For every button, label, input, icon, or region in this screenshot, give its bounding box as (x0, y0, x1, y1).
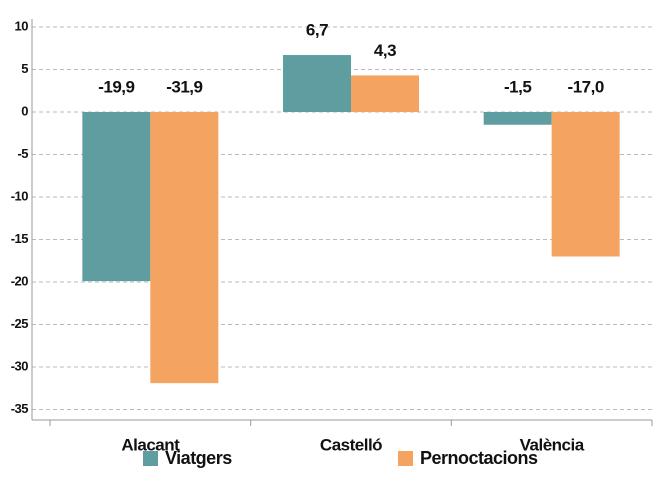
bar (551, 112, 620, 257)
legend-swatch (398, 451, 413, 466)
y-tick-label: -20 (11, 273, 29, 288)
data-label: 4,3 (374, 41, 396, 60)
legend-label: Pernoctacions (420, 448, 538, 468)
data-label: -19,9 (98, 77, 134, 96)
data-label: -31,9 (166, 77, 202, 96)
x-tick-label: Castelló (320, 435, 382, 454)
data-label: 6,7 (306, 21, 328, 40)
y-tick-label: 5 (21, 61, 28, 76)
data-label: -17,0 (568, 77, 604, 96)
y-tick-label: -35 (11, 401, 29, 416)
y-tick-label: 0 (21, 103, 28, 118)
y-tick-label: -25 (11, 316, 29, 331)
legend-swatch (143, 451, 158, 466)
x-tick-label: València (520, 435, 585, 454)
y-tick-label: 10 (15, 18, 29, 33)
legend-label: Viatgers (165, 448, 232, 468)
bar (150, 112, 219, 384)
y-tick-label: -15 (11, 231, 29, 246)
bar (351, 75, 419, 112)
bar (82, 112, 151, 282)
bar (483, 112, 552, 125)
bar (283, 55, 351, 112)
y-tick-label: -5 (17, 146, 28, 161)
y-tick-label: -30 (11, 358, 29, 373)
y-tick-label: -10 (11, 188, 29, 203)
x-tick-label: Alacant (121, 435, 180, 454)
data-label: -1,5 (504, 77, 531, 96)
